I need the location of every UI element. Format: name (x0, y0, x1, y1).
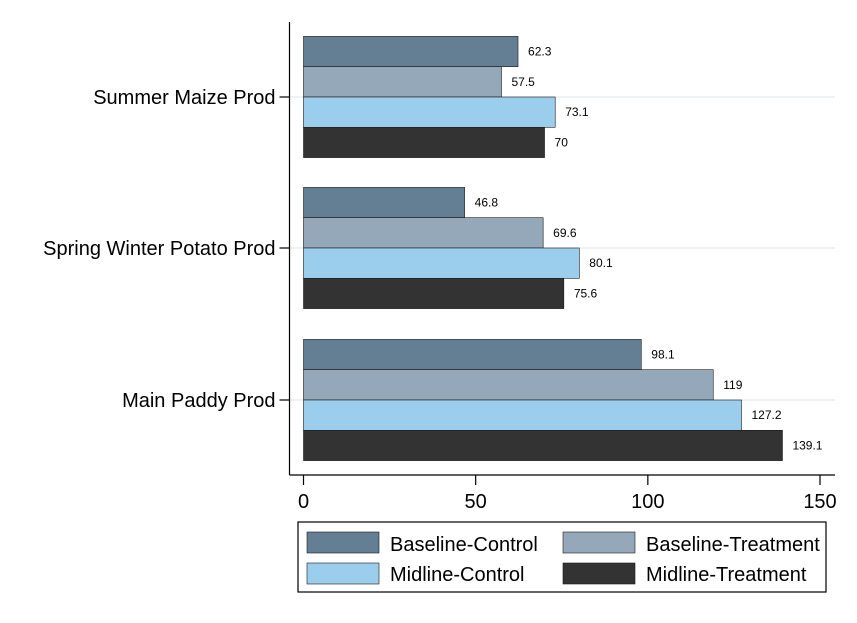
bar-main-paddy-prod-baseline-treatment (303, 369, 714, 401)
data-label-spring-winter-potato-prod-baseline-treatment: 69.6 (553, 226, 577, 240)
bar-summer-maize-prod-baseline-treatment (303, 66, 502, 98)
bar-spring-winter-potato-prod-baseline-treatment (303, 217, 544, 249)
x-tick-label-0: 0 (298, 491, 309, 513)
data-label-main-paddy-prod-baseline-control: 98.1 (651, 348, 675, 362)
legend-swatch-baseline-control (306, 531, 380, 554)
bar-main-paddy-prod-midline-control (303, 399, 742, 431)
legend-swatch-midline-control (306, 562, 380, 585)
data-label-spring-winter-potato-prod-midline-control: 80.1 (589, 256, 613, 270)
bar-spring-winter-potato-prod-midline-treatment (303, 277, 565, 309)
category-label-spring-winter-potato-prod: Spring Winter Potato Prod (43, 238, 275, 260)
axes: Summer Maize Prod Spring Winter Potato Pr… (43, 22, 837, 513)
data-label-summer-maize-prod-baseline-treatment: 57.5 (511, 75, 535, 89)
data-label-spring-winter-potato-prod-baseline-control: 46.8 (475, 196, 499, 210)
legend-label-baseline-treatment: Baseline-Treatment (646, 534, 820, 556)
data-label-summer-maize-prod-midline-control: 73.1 (565, 105, 589, 119)
x-tick-label-50: 50 (465, 491, 487, 513)
bars: 62.3 57.5 73.1 70 46.8 69.6 80.1 75.6 98.1 119 127… (303, 36, 823, 461)
legend-label-midline-control: Midline-Control (390, 564, 525, 586)
bar-spring-winter-potato-prod-midline-control (303, 247, 580, 279)
data-label-main-paddy-prod-midline-treatment: 139.1 (792, 438, 822, 452)
bar-summer-maize-prod-baseline-control (303, 36, 519, 68)
bar-summer-maize-prod-midline-treatment (303, 127, 545, 158)
data-label-spring-winter-potato-prod-midline-treatment: 75.6 (574, 286, 598, 300)
category-label-main-paddy-prod: Main Paddy Prod (122, 390, 275, 412)
legend-box (297, 521, 827, 593)
data-label-main-paddy-prod-baseline-treatment: 119 (723, 378, 742, 392)
bar-spring-winter-potato-prod-baseline-control (303, 187, 465, 218)
data-label-summer-maize-prod-midline-treatment: 70 (555, 135, 569, 149)
legend: Baseline-Control Baseline-Treatment Midlin… (297, 521, 827, 593)
data-label-main-paddy-prod-midline-control: 127.2 (751, 408, 781, 422)
data-label-summer-maize-prod-baseline-control: 62.3 (528, 45, 552, 59)
legend-swatch-baseline-treatment (562, 531, 636, 554)
legend-swatch-midline-treatment (562, 562, 636, 585)
bar-main-paddy-prod-baseline-control (303, 339, 642, 370)
x-tick-label-100: 100 (631, 491, 664, 513)
category-label-summer-maize-prod: Summer Maize Prod (93, 87, 275, 109)
legend-label-midline-treatment: Midline-Treatment (646, 564, 807, 586)
bar-summer-maize-prod-midline-control (303, 96, 556, 128)
legend-label-baseline-control: Baseline-Control (390, 534, 538, 556)
x-tick-label-150: 150 (803, 491, 836, 513)
bar-main-paddy-prod-midline-treatment (303, 429, 783, 461)
